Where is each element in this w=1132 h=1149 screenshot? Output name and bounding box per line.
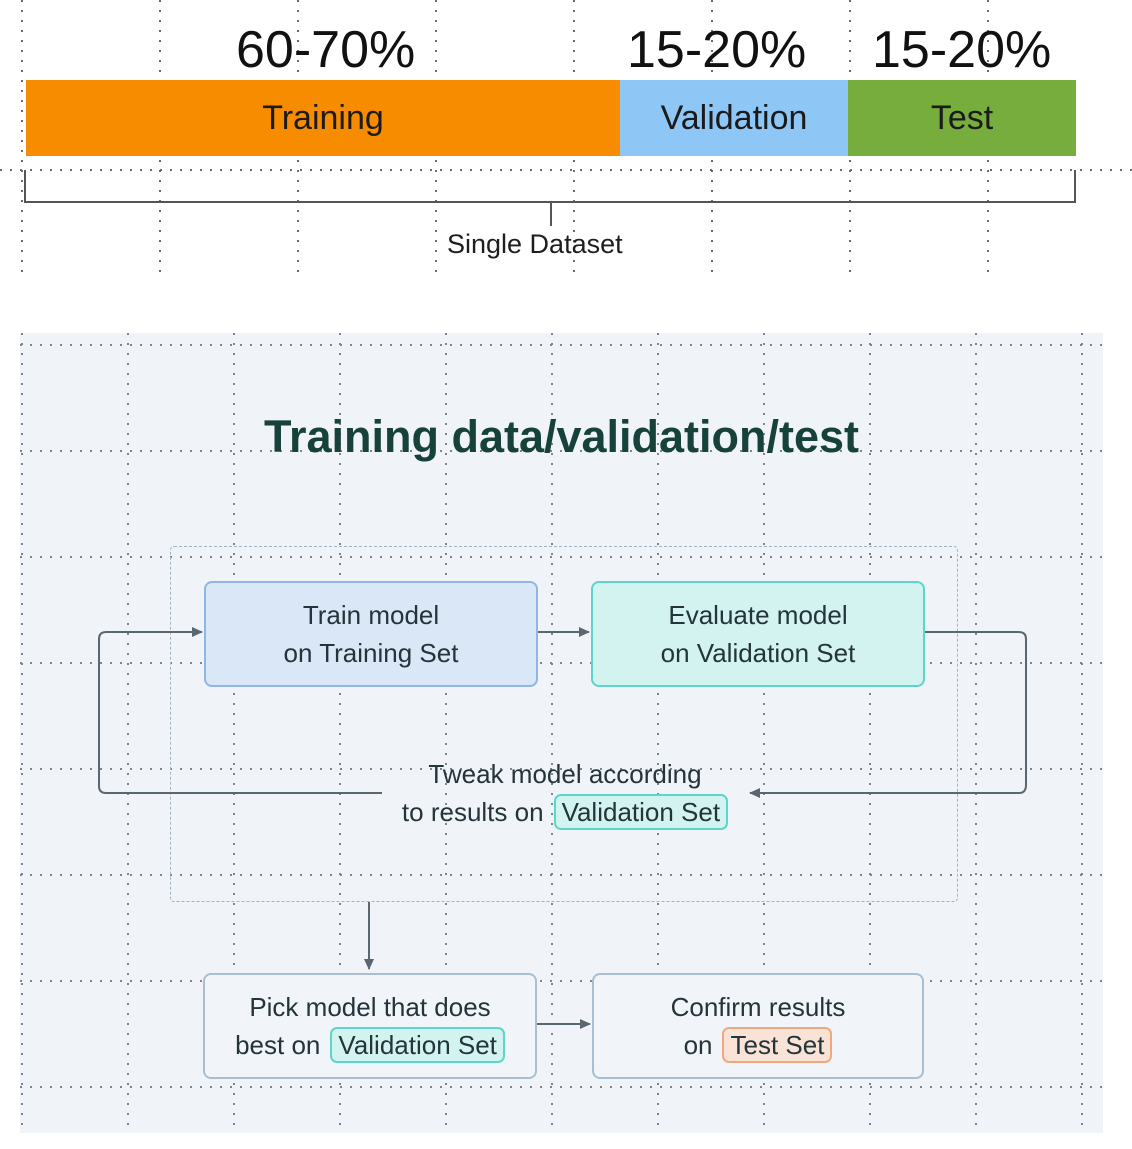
train-node-line2: on Training Set	[283, 638, 459, 668]
eval-node-line1: Evaluate model	[668, 600, 848, 630]
test-segment: Test	[848, 80, 1076, 156]
confirm-node-line1: Confirm results	[670, 992, 846, 1022]
pick-node-line2-prefix: best on	[235, 1030, 321, 1060]
pick-node-line1: Pick model that does	[249, 992, 491, 1022]
validation-percent: 15-20%	[627, 21, 807, 79]
evaluate-model-node: Evaluate model on Validation Set	[591, 581, 925, 687]
connectors	[98, 627, 1027, 1029]
confirm-node-line2-prefix: on	[683, 1030, 713, 1060]
diagram-panel: Training data/validation/test Train mode…	[20, 333, 1103, 1133]
test-percent: 15-20%	[872, 21, 1052, 79]
tweak-line1: Tweak model according	[428, 759, 702, 789]
validation-set-tag: Validation Set	[553, 794, 729, 830]
tweak-line2-prefix: to results on	[401, 797, 544, 827]
pick-model-node: Pick model that does best on Validation …	[203, 973, 537, 1079]
panel-dotted-grid	[20, 333, 1103, 1133]
train-model-node: Train model on Training Set	[204, 581, 538, 687]
dataset-label: Single Dataset	[447, 229, 623, 259]
validation-segment-label: Validation	[660, 98, 808, 137]
validation-segment: Validation	[620, 80, 848, 156]
validation-set-tag: Validation Set	[330, 1027, 505, 1063]
test-set-tag: Test Set	[722, 1027, 833, 1063]
confirm-results-node: Confirm results on Test Set	[592, 973, 924, 1079]
tweak-model-text: Tweak model according to results on Vali…	[320, 755, 810, 831]
diagram-title: Training data/validation/test	[263, 411, 860, 462]
dataset-bracket	[24, 170, 1076, 226]
train-node-line1: Train model	[302, 600, 440, 630]
iteration-loop-frame	[170, 546, 958, 902]
eval-to-tweak-arrow	[749, 631, 1027, 798]
training-percent: 60-70%	[236, 21, 416, 79]
eval-node-line2: on Validation Set	[660, 638, 856, 668]
test-segment-label: Test	[930, 98, 994, 137]
training-segment-label: Training	[262, 98, 384, 137]
training-segment: Training	[26, 80, 620, 156]
tweak-to-train-arrow	[98, 627, 382, 794]
